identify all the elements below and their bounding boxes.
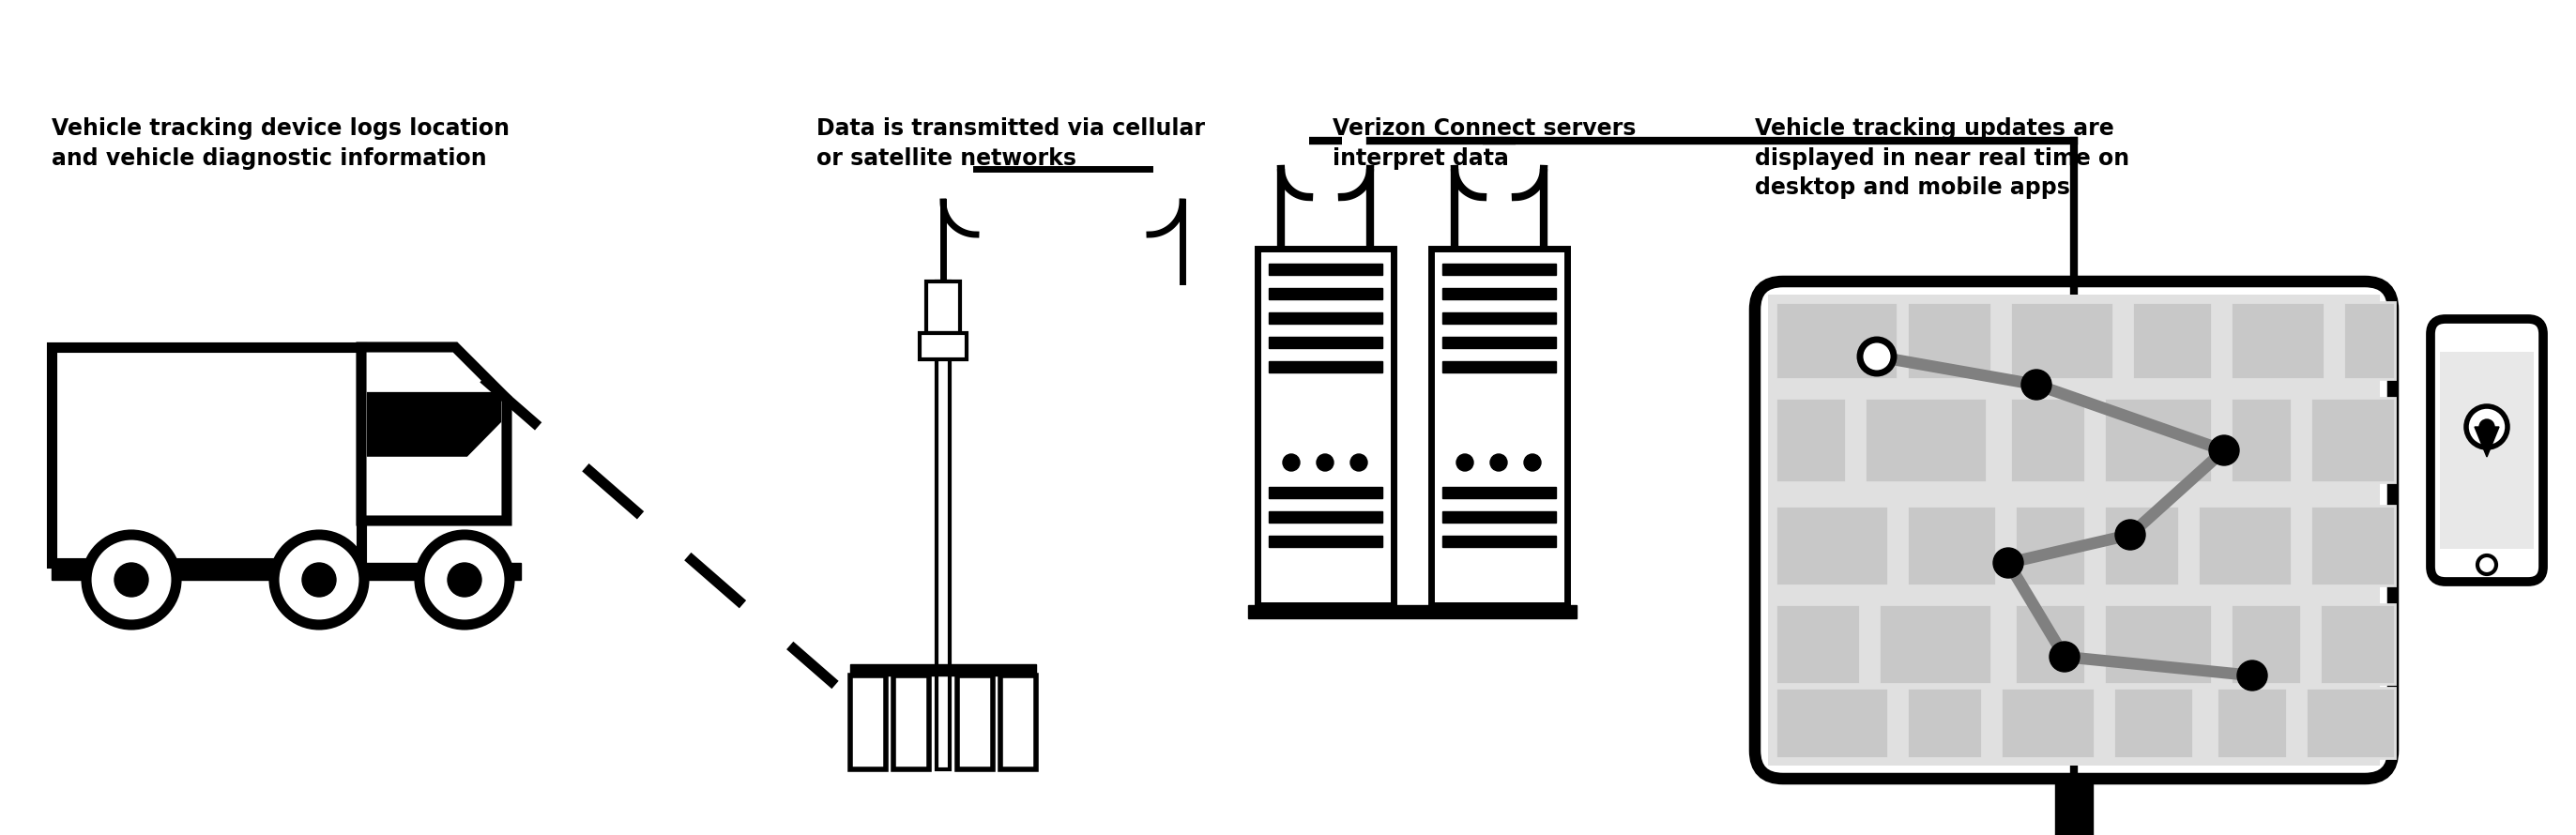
Bar (1270, 337, 1383, 348)
Circle shape (2478, 419, 2494, 434)
Bar (1443, 288, 1556, 299)
Circle shape (2210, 435, 2239, 465)
Circle shape (2022, 370, 2050, 400)
Text: Data is transmitted via cellular
or satellite networks: Data is transmitted via cellular or sate… (817, 117, 1206, 170)
FancyBboxPatch shape (2432, 319, 2543, 582)
Polygon shape (361, 347, 507, 521)
Bar (927, 281, 961, 333)
Circle shape (1350, 454, 1368, 471)
Bar (1443, 362, 1556, 372)
Bar (1270, 362, 1383, 372)
Bar (938, 281, 951, 769)
Bar (2009, 397, 2084, 483)
Circle shape (113, 563, 149, 597)
Circle shape (448, 563, 482, 597)
Bar (894, 676, 930, 769)
Polygon shape (368, 394, 500, 455)
Circle shape (1316, 454, 1334, 471)
Bar (1775, 688, 1888, 758)
Bar (1775, 605, 1860, 684)
Bar (1906, 302, 1991, 379)
Bar (52, 563, 520, 579)
Bar (2439, 352, 2535, 549)
Bar (1270, 264, 1383, 275)
Bar (2215, 688, 2287, 758)
Bar (2009, 302, 2112, 379)
Bar (1249, 605, 1577, 618)
Circle shape (273, 534, 363, 625)
Bar (1443, 536, 1556, 547)
Bar (2105, 506, 2179, 585)
Bar (2231, 605, 2300, 684)
Bar (1443, 312, 1556, 324)
Circle shape (1455, 454, 1473, 471)
Bar (2056, 779, 2092, 835)
Bar (1270, 288, 1383, 299)
Bar (2112, 688, 2192, 758)
Bar (850, 665, 1036, 676)
Bar (2306, 688, 2396, 758)
FancyBboxPatch shape (1754, 281, 2393, 779)
Circle shape (88, 534, 175, 625)
Circle shape (1283, 454, 1301, 471)
Bar (1270, 487, 1383, 498)
Bar (1443, 337, 1556, 348)
Circle shape (2236, 660, 2267, 691)
Circle shape (1994, 548, 2022, 578)
Polygon shape (2476, 427, 2499, 457)
Bar (1865, 397, 1986, 483)
Circle shape (420, 534, 510, 625)
Bar (958, 676, 992, 769)
Bar (1906, 688, 1981, 758)
Bar (1775, 506, 1888, 585)
Bar (2311, 506, 2396, 585)
Bar (1906, 506, 1996, 585)
Bar (1257, 249, 1394, 605)
Bar (52, 347, 361, 563)
Circle shape (2465, 407, 2506, 448)
Bar (1270, 536, 1383, 547)
Bar (1443, 487, 1556, 498)
Bar (2002, 688, 2094, 758)
Bar (920, 333, 966, 359)
Text: Vehicle tracking device logs location
and vehicle diagnostic information: Vehicle tracking device logs location an… (52, 117, 510, 170)
Bar (850, 676, 886, 769)
Text: Vehicle tracking updates are
displayed in near real time on
desktop and mobile a: Vehicle tracking updates are displayed i… (1754, 117, 2130, 199)
Bar (2197, 506, 2293, 585)
Circle shape (301, 563, 335, 597)
Bar (2133, 302, 2213, 379)
Circle shape (1860, 340, 1893, 373)
Circle shape (2115, 519, 2146, 549)
Text: Verizon Connect servers
interpret data: Verizon Connect servers interpret data (1332, 117, 1636, 170)
Bar (1767, 295, 2380, 766)
Bar (2321, 605, 2396, 684)
Bar (1443, 264, 1556, 275)
Circle shape (2478, 555, 2496, 574)
Bar (1432, 249, 1566, 605)
Bar (1443, 511, 1556, 523)
Circle shape (1525, 454, 1540, 471)
Bar (2344, 302, 2396, 379)
Circle shape (1492, 454, 1507, 471)
Bar (999, 676, 1036, 769)
Bar (1878, 605, 1991, 684)
Bar (2311, 397, 2396, 483)
Bar (1775, 397, 1847, 483)
Bar (2014, 605, 2084, 684)
Circle shape (2050, 642, 2079, 671)
Bar (1775, 302, 1899, 379)
Bar (1270, 511, 1383, 523)
Bar (1270, 312, 1383, 324)
Bar (2105, 605, 2213, 684)
Bar (2014, 506, 2084, 585)
Bar (2231, 302, 2324, 379)
Bar (2105, 397, 2213, 483)
Bar (2231, 397, 2293, 483)
